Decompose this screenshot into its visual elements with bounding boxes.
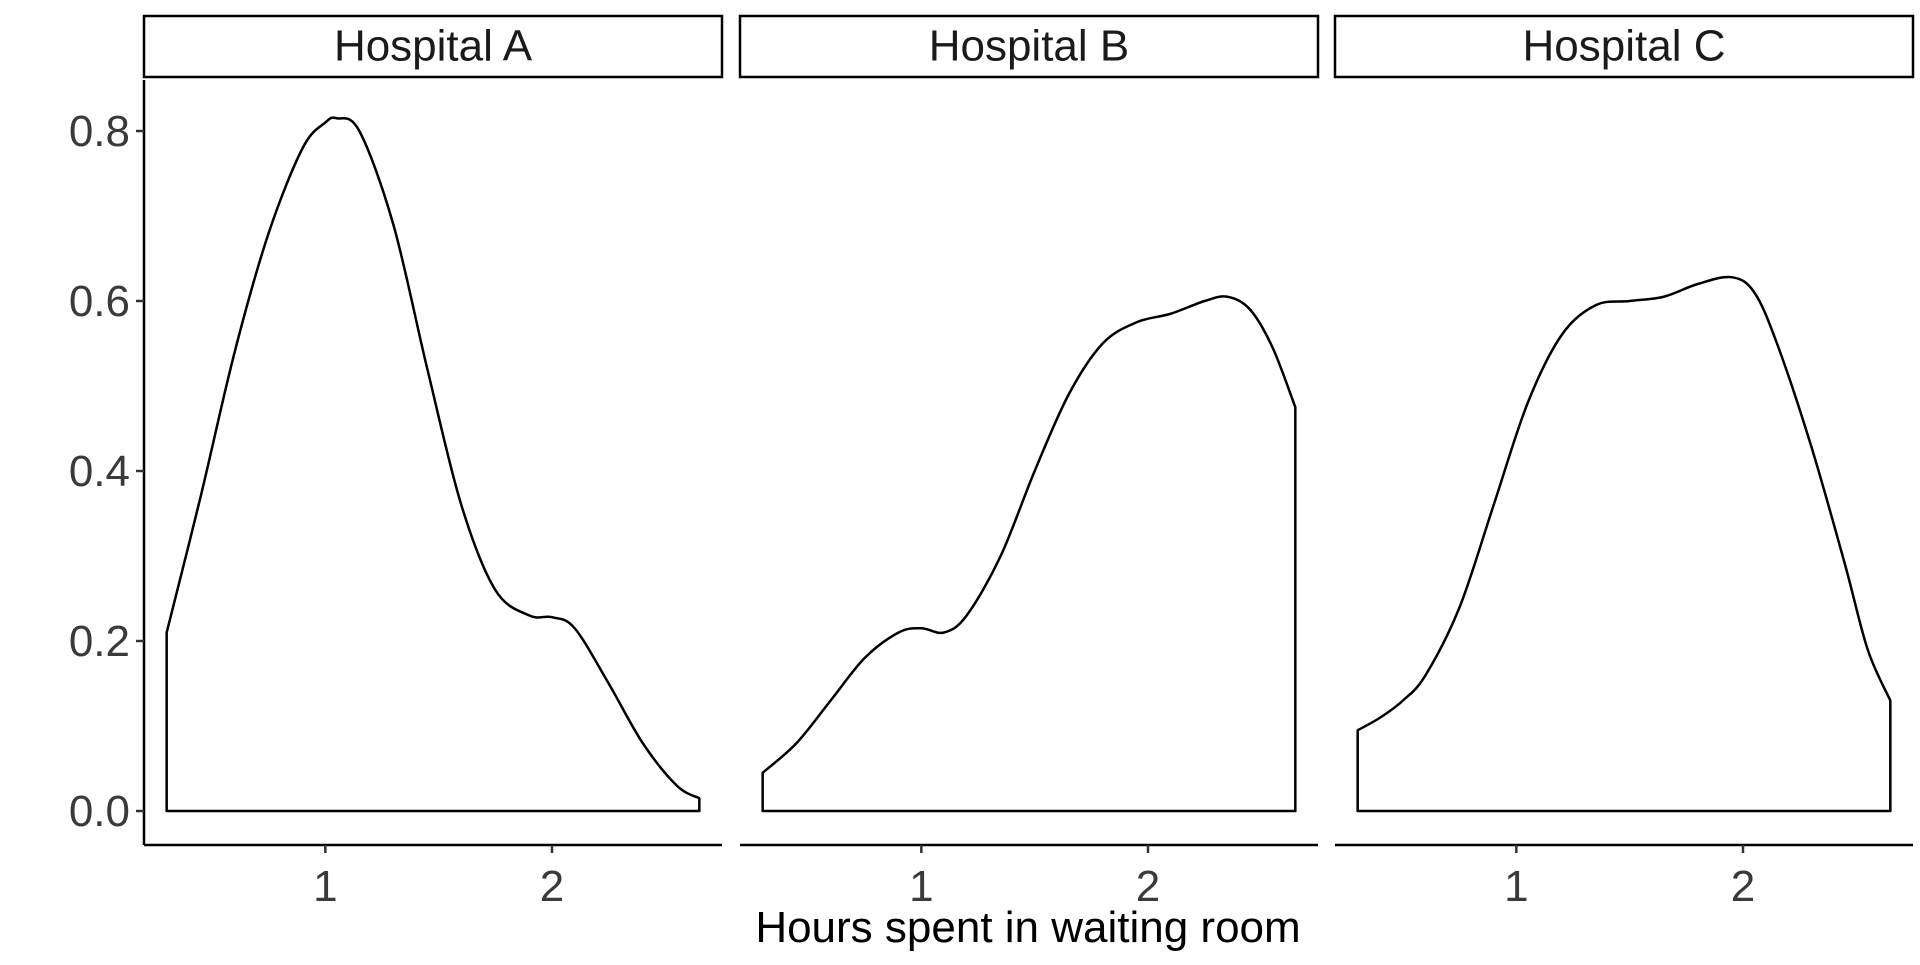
facet-strip [1333, 14, 1915, 79]
y-tick-label: 0.2 [69, 617, 130, 666]
y-tick-label: 0.8 [69, 107, 130, 156]
facet-strip-label: Hospital B [929, 22, 1130, 71]
facet-strip [738, 14, 1320, 79]
x-tick-label: 1 [313, 862, 337, 911]
density-curve [761, 295, 1297, 813]
density-curve [165, 116, 701, 813]
panel-hospital-c: Hospital C 1 2 [1333, 14, 1915, 911]
x-tick-label: 2 [540, 862, 564, 911]
panel-hospital-a: Hospital A 1 2 [142, 14, 724, 911]
panels-layer: Hospital A 1 2 Hospital B 1 2 Hospital C 1 2 [142, 14, 1915, 911]
x-tick-label: 1 [909, 862, 933, 911]
y-axis: 0.0 0.2 0.4 0.6 0.8 [69, 80, 146, 845]
facet-strip [142, 14, 724, 79]
panel-hospital-b: Hospital B 1 2 [738, 14, 1320, 911]
x-tick-label: 2 [1136, 862, 1160, 911]
x-axis-title: Hours spent in waiting room [755, 903, 1300, 952]
facet-strip-label: Hospital A [334, 22, 533, 71]
y-tick-label: 0.0 [69, 787, 130, 836]
y-tick-label: 0.4 [69, 447, 130, 496]
x-tick-label: 1 [1504, 862, 1528, 911]
density-curve [1356, 275, 1892, 813]
x-tick-label: 2 [1731, 862, 1755, 911]
facet-strip-label: Hospital C [1523, 22, 1726, 71]
y-tick-label: 0.6 [69, 277, 130, 326]
